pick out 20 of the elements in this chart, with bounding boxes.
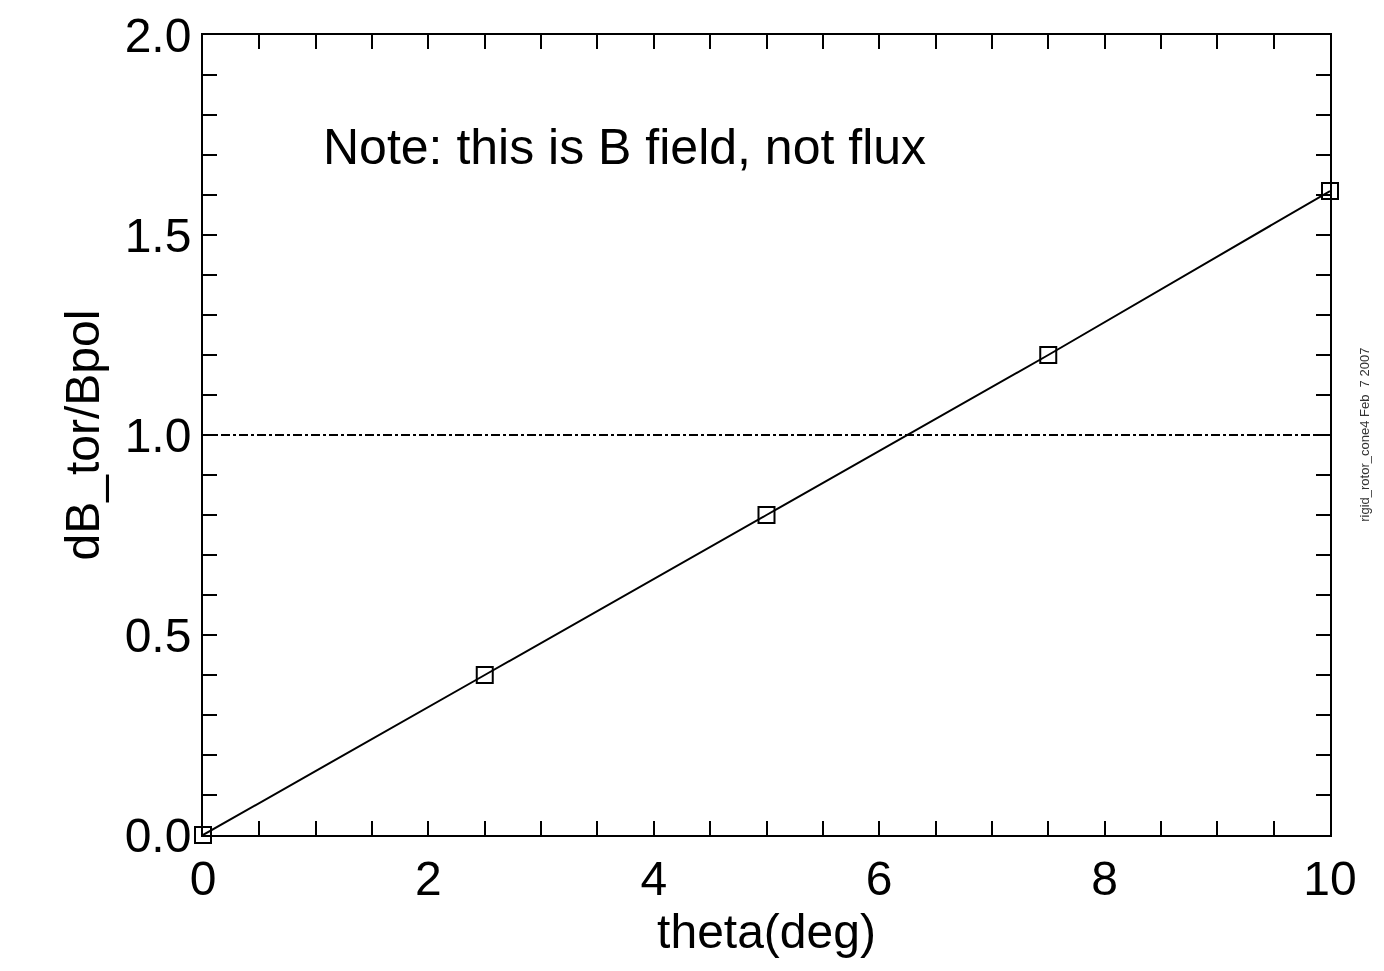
x-axis-title: theta(deg) [657, 904, 876, 958]
y-tick-label: 1.0 [124, 408, 192, 462]
x-tick-label: 0 [189, 851, 217, 905]
x-tick-label: 6 [865, 851, 893, 905]
x-tick-label: 4 [640, 851, 668, 905]
y-axis-title: dB_tor/Bpol [55, 309, 109, 561]
point [1321, 182, 1339, 200]
y-tick-label: 0.0 [124, 808, 192, 862]
y-tick-label: 2.0 [124, 8, 192, 62]
x-tick-label: 2 [415, 851, 442, 905]
x-tick-label: 8 [1091, 851, 1118, 905]
annotation: Note: this is B field, not flux [323, 119, 927, 175]
text: rigid_rotor_cone4 Feb 7 2007 [1356, 347, 1372, 522]
point [1039, 346, 1058, 364]
point [475, 666, 494, 684]
point [757, 506, 776, 524]
x-tick-label: 10 [1303, 851, 1357, 905]
y-tick-label: 0.5 [124, 608, 192, 662]
y-tick-label: 1.5 [124, 208, 192, 262]
point [194, 826, 212, 844]
